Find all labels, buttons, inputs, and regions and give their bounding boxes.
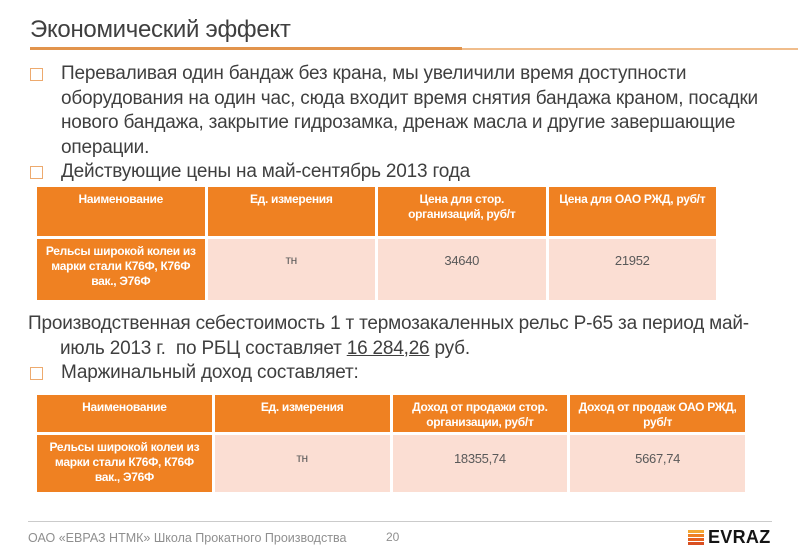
bullet-square-icon [30, 166, 43, 179]
title-underline-right [462, 48, 798, 50]
table-row-name-cell: Рельсы широкой колеи из марки стали К76Ф… [37, 435, 212, 492]
bullet-list: Переваливая один бандаж без крана, мы ув… [28, 62, 758, 185]
table-header-cell: Ед. измерения [207, 187, 375, 236]
text-line: нового бандажа, закрытие гидрозамка, дре… [61, 112, 736, 133]
page-number: 20 [386, 530, 400, 544]
bullet-square-icon [30, 68, 43, 81]
table-header-cell: Наименование [37, 187, 205, 236]
table-header-cell: Доход от продажи стор. организации, руб/… [392, 395, 568, 432]
paragraph-text: руб. [429, 337, 471, 359]
evraz-logo-text: EVRAZ [708, 527, 771, 547]
bullet-item-2: Действующие цены на май-сентябрь 2013 го… [28, 160, 758, 185]
text-line: Производственная себестоимость 1 т термо… [28, 313, 749, 334]
cost-paragraph: Производственная себестоимость 1 т термо… [28, 312, 749, 361]
title-underline-left [30, 47, 462, 50]
bullet-item-text: Переваливая один бандаж без крана, мы ув… [61, 62, 758, 160]
table-value-cell: 5667,74 [570, 435, 745, 492]
logo-bar [688, 533, 704, 537]
text-line: оборудования на один час, сюда входит вр… [61, 87, 758, 109]
text-line: июль 2013 г. по РБЦ составляет 16 284,26… [28, 337, 749, 362]
bullet-item-text: Действующие цены на май-сентябрь 2013 го… [61, 161, 470, 182]
paragraph-text: июль 2013 г. по РБЦ составляет [60, 337, 347, 359]
evraz-logo: EVRAZ [688, 527, 771, 547]
table-header-cell: Цена для стор. организаций, руб/т [378, 187, 546, 236]
table-header-cell: Цена для ОАО РЖД, руб/т [548, 187, 716, 236]
bullet-item-1: Переваливая один бандаж без крана, мы ув… [28, 62, 758, 160]
table-header-cell: Наименование [37, 395, 212, 432]
bullet-item-text: Маржинальный доход составляет: [61, 362, 359, 383]
table-row-name-cell: Рельсы широкой колеи из марки стали К76Ф… [37, 239, 205, 300]
table-unit-cell: тн [214, 435, 390, 492]
footer-text: ОАО «ЕВРАЗ НТМК» Школа Прокатного Произв… [28, 531, 347, 545]
table-value-cell: 18355,74 [392, 435, 568, 492]
bullet-item-3: Маржинальный доход составляет: [28, 361, 359, 386]
logo-bar [688, 529, 704, 533]
bullet-square-icon [30, 367, 43, 380]
underlined-value: 16 284,26 [346, 337, 430, 359]
table-unit-cell: тн [207, 239, 375, 300]
logo-bar [688, 537, 704, 541]
footer-divider [28, 521, 772, 522]
prices-table: Наименование Ед. измерения Цена для стор… [37, 187, 716, 300]
margin-income-table: Наименование Ед. измерения Доход от прод… [37, 395, 745, 492]
logo-bar [688, 541, 704, 545]
table-value-cell: 21952 [548, 239, 716, 300]
text-line: Переваливая один бандаж без крана, мы ув… [61, 63, 687, 84]
table-value-cell: 34640 [378, 239, 546, 300]
page-title: Экономический эффект [30, 16, 291, 43]
text-line: операции. [61, 136, 150, 158]
table-header-cell: Ед. измерения [214, 395, 390, 432]
table-header-cell: Доход от продаж ОАО РЖД, руб/т [570, 395, 745, 432]
evraz-bars-icon [688, 529, 704, 546]
